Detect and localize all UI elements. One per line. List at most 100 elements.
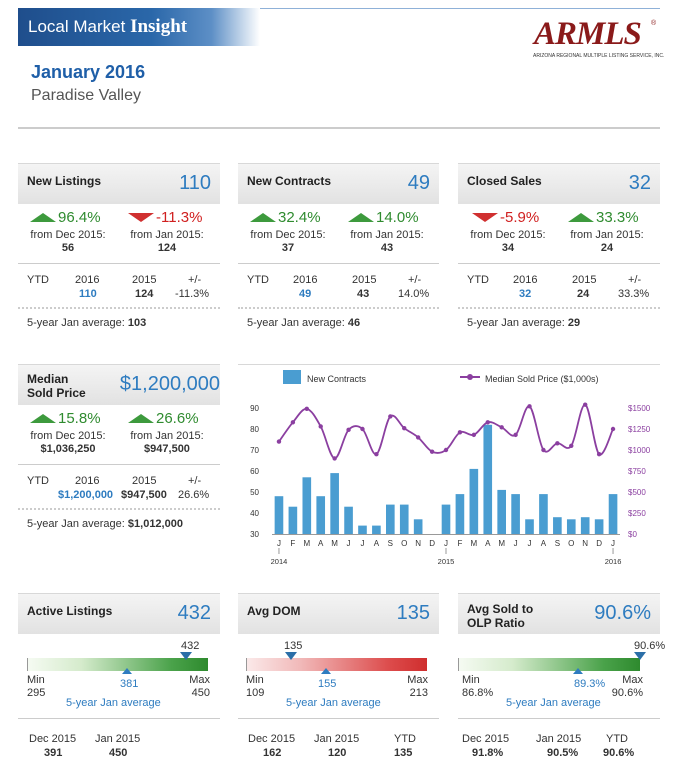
card-header — [238, 164, 439, 204]
gauge-average-value: 155 — [318, 678, 337, 690]
gauge-min-label: Min — [462, 674, 480, 686]
jan-2015-label: Jan 2015 — [314, 733, 360, 745]
dec-2015-label: Dec 2015 — [248, 733, 296, 745]
card-title: New Listings — [27, 174, 102, 188]
avg-dom-gauge — [246, 658, 427, 671]
x-tick-label: J — [611, 539, 615, 548]
contracts-bar — [566, 519, 576, 534]
jan-2015-value: 450 — [109, 747, 128, 759]
arrow-up-icon — [128, 413, 154, 423]
card-separator — [18, 263, 220, 264]
x-tick-label: S — [555, 539, 560, 548]
left-tick-label: 40 — [250, 509, 259, 518]
gauge-max-value: 450 — [191, 687, 210, 699]
change-dec: 15.8% — [30, 410, 101, 427]
contracts-bar — [288, 506, 298, 534]
price-point — [318, 424, 323, 429]
x-tick-label: A — [485, 539, 491, 548]
gauge-min-label: Min — [27, 674, 45, 686]
right-tick-label: $1250 — [628, 425, 651, 434]
arrow-up-icon — [250, 212, 276, 222]
current-marker-icon — [634, 652, 646, 660]
right-tick-label: $0 — [628, 530, 637, 539]
x-tick-label: S — [388, 539, 393, 548]
x-tick-label: J — [514, 539, 518, 548]
dec-2015-value: 91.8% — [472, 747, 504, 759]
ytd-change-header: +/- — [628, 274, 642, 286]
left-tick-label: 70 — [250, 446, 259, 455]
card-value: $1,200,000 — [119, 373, 220, 395]
price-point — [541, 447, 546, 453]
x-tick-label: M — [303, 539, 310, 548]
price-point — [304, 406, 309, 412]
price-point — [457, 430, 463, 435]
average-marker-icon — [573, 668, 584, 674]
ytd-2016-value: 49 — [299, 288, 312, 300]
jan-2015-label: Jan 2015 — [95, 733, 141, 745]
change-jan: -11.3% — [128, 209, 202, 226]
arrow-up-icon — [568, 212, 594, 222]
from-jan: from Jan 2015: 43 — [350, 229, 424, 254]
card-value: 432 — [177, 602, 211, 624]
price-point — [555, 441, 560, 446]
contracts-bar — [580, 517, 590, 534]
ytd-label: YTD — [606, 733, 628, 745]
gauge-min-value: 109 — [246, 687, 265, 699]
x-tick-label: N — [415, 539, 421, 548]
change-dec: -5.9% — [472, 209, 539, 226]
price-point — [346, 427, 351, 433]
active-listings-card: Active Listings 432 432 Min 295 Max 450 … — [18, 593, 220, 765]
legend-swatch-contracts — [283, 370, 301, 384]
contracts-bar — [413, 519, 423, 534]
gauge-min-tick — [458, 658, 459, 671]
x-tick-label: F — [290, 539, 295, 548]
arrow-down-icon — [472, 212, 498, 222]
price-point — [569, 443, 574, 448]
contracts-bar — [274, 496, 284, 534]
contracts-bar — [441, 504, 451, 534]
legend-label-price: Median Sold Price ($1,000s) — [485, 374, 599, 384]
average-marker-icon — [121, 668, 132, 674]
contracts-bar — [399, 504, 409, 534]
average-marker-icon — [320, 668, 331, 674]
ytd-2016-header: 2016 — [293, 274, 318, 286]
ytd-change-value: -11.3% — [175, 288, 210, 300]
card-header — [458, 164, 660, 204]
ytd-2016-header: 2016 — [75, 475, 100, 487]
card-title: Avg Sold to OLP Ratio — [467, 602, 534, 630]
left-tick-label: 30 — [250, 530, 259, 539]
header-rule — [260, 8, 660, 9]
from-jan: from Jan 2015: $947,500 — [130, 430, 204, 455]
report-title: Local Market Insight — [28, 16, 188, 37]
contracts-price-chart: New Contracts Median Sold Price ($1,000s… — [238, 364, 660, 566]
current-marker-icon — [180, 652, 193, 660]
ytd-change-header: +/- — [188, 274, 202, 286]
card-value: 32 — [628, 172, 651, 194]
price-point — [276, 439, 282, 444]
price-point — [374, 452, 379, 457]
price-point — [290, 420, 296, 425]
ytd-2015-value: 24 — [577, 288, 590, 300]
report-region: Paradise Valley — [31, 87, 141, 104]
contracts-bar — [344, 506, 353, 534]
card-separator — [18, 464, 220, 465]
contracts-bar — [302, 477, 312, 534]
x-tick-label: A — [318, 539, 324, 548]
card-value: 135 — [396, 602, 430, 624]
ytd-2015-header: 2015 — [132, 475, 157, 487]
arrow-up-icon — [30, 413, 56, 423]
ytd-2016-header: 2016 — [513, 274, 538, 286]
left-tick-label: 50 — [250, 488, 259, 497]
from-jan: from Jan 2015: 24 — [570, 229, 644, 254]
sold-to-olp-card: Avg Sold to OLP Ratio 90.6% 90.6% Min 86.… — [458, 593, 665, 765]
from-dec: from Dec 2015: 37 — [250, 229, 326, 254]
card-title: Median Sold Price — [27, 372, 86, 400]
five-year-average: 5-year Jan average: 46 — [247, 317, 361, 329]
contracts-bar — [469, 468, 479, 534]
x-tick-label: J — [347, 539, 351, 548]
ytd-label: YTD — [27, 475, 49, 487]
gauge-min-label: Min — [246, 674, 264, 686]
ytd-2015-value: 43 — [357, 288, 370, 300]
gauge-min-value: 86.8% — [462, 687, 494, 699]
price-line — [276, 402, 616, 461]
